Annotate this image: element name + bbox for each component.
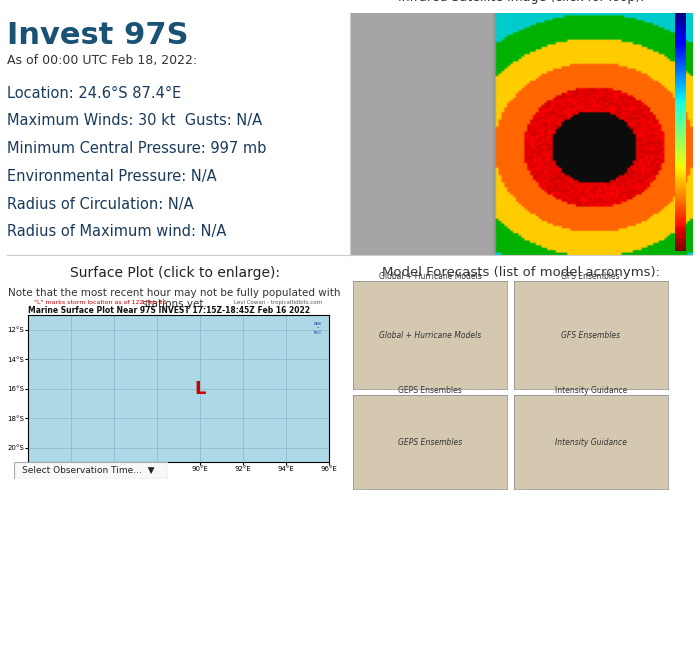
Title: GEPS Ensembles: GEPS Ensembles xyxy=(398,385,462,395)
Text: Model Intensity Forecasts: Model Intensity Forecasts xyxy=(380,465,505,475)
Text: Radius of Maximum wind: N/A: Radius of Maximum wind: N/A xyxy=(7,224,226,239)
Text: Model Forecasts (list of model acronyms):: Model Forecasts (list of model acronyms)… xyxy=(382,266,660,279)
Title: Intensity Guidance: Intensity Guidance xyxy=(554,385,627,395)
Text: As of 00:00 UTC Feb 18, 2022:: As of 00:00 UTC Feb 18, 2022: xyxy=(7,54,197,68)
Text: GEPS Ensembles: GEPS Ensembles xyxy=(398,438,462,447)
Text: Surface Plot (click to enlarge):: Surface Plot (click to enlarge): xyxy=(70,266,280,279)
Text: Invest 97S: Invest 97S xyxy=(7,21,189,50)
Text: GFS Ensembles: GFS Ensembles xyxy=(561,330,620,340)
Text: 068
•
PCC: 068 • PCC xyxy=(314,322,322,336)
Text: Infrared Satellite Image (click for loop):: Infrared Satellite Image (click for loop… xyxy=(398,0,644,4)
Text: Minimum Central Pressure: 997 mb: Minimum Central Pressure: 997 mb xyxy=(7,141,266,156)
Text: Radius of Circulation: N/A: Radius of Circulation: N/A xyxy=(7,197,194,212)
Text: Marine Surface Plot Near 97S INVEST 17:15Z-18:45Z Feb 16 2022: Marine Surface Plot Near 97S INVEST 17:1… xyxy=(28,306,310,315)
Text: L: L xyxy=(194,380,206,397)
Text: Global + Hurricane Models: Global + Hurricane Models xyxy=(379,330,481,340)
FancyBboxPatch shape xyxy=(14,462,168,479)
Title: Global + Hurricane Models: Global + Hurricane Models xyxy=(379,271,481,281)
Text: Intensity Guidance: Intensity Guidance xyxy=(554,438,627,447)
Text: Maximum Winds: 30 kt  Gusts: N/A: Maximum Winds: 30 kt Gusts: N/A xyxy=(7,113,262,129)
Title: GFS Ensembles: GFS Ensembles xyxy=(561,271,620,281)
Text: Select Observation Time...  ▼: Select Observation Time... ▼ xyxy=(22,466,154,475)
Text: "L" marks storm location as of 12Z Feb 16: "L" marks storm location as of 12Z Feb 1… xyxy=(34,300,166,306)
Text: 00z | 06z | 12z | 18z: 00z | 06z | 12z | 18z xyxy=(561,411,665,422)
Text: Note that the most recent hour may not be fully populated with stations yet.: Note that the most recent hour may not b… xyxy=(8,288,341,310)
Text: 00z | 06z | 12z | 18z: 00z | 06z | 12z | 18z xyxy=(389,411,494,422)
Text: 00z | 06z | 12z | 18z: 00z | 06z | 12z | 18z xyxy=(561,478,665,488)
Text: Levi Cowan - tropicaltidbits.com: Levi Cowan - tropicaltidbits.com xyxy=(234,300,322,306)
Text: Environmental Pressure: N/A: Environmental Pressure: N/A xyxy=(7,169,217,184)
Text: Location: 24.6°S 87.4°E: Location: 24.6°S 87.4°E xyxy=(7,86,181,100)
